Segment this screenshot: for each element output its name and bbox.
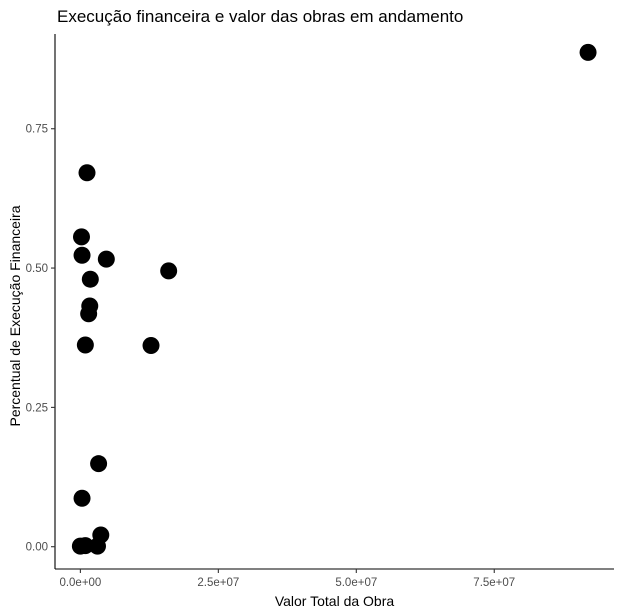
chart-title: Execução financeira e valor das obras em… — [57, 7, 463, 26]
y-tick-label: 0.00 — [26, 542, 48, 554]
x-axis-ticks: 0.0e+00 2.5e+07 5.0e+07 7.5e+07 — [59, 569, 515, 589]
data-point — [142, 337, 160, 355]
data-point — [73, 246, 91, 264]
y-tick-label: 0.50 — [26, 263, 48, 275]
data-point — [81, 270, 99, 288]
data-point — [76, 537, 94, 555]
y-tick-label: 0.25 — [26, 402, 48, 414]
data-point — [78, 164, 96, 182]
x-axis-title: Valor Total da Obra — [275, 593, 395, 609]
x-tick-label: 0.0e+00 — [59, 577, 101, 589]
y-tick-label: 0.75 — [26, 124, 48, 136]
x-tick-label: 5.0e+07 — [335, 577, 377, 589]
data-point — [72, 228, 90, 246]
data-point — [90, 455, 108, 473]
x-tick-label: 7.5e+07 — [473, 577, 515, 589]
plot-area — [71, 43, 597, 555]
data-point — [80, 305, 98, 323]
data-point — [97, 250, 115, 268]
y-axis-ticks: 0.00 0.25 0.50 0.75 — [26, 124, 55, 554]
data-point — [160, 262, 178, 280]
data-point — [73, 489, 91, 507]
x-tick-label: 2.5e+07 — [197, 577, 239, 589]
data-point — [88, 537, 106, 555]
data-point — [76, 336, 94, 354]
y-axis-title: Percentual de Execução Financeira — [7, 205, 23, 426]
data-point — [579, 43, 597, 61]
